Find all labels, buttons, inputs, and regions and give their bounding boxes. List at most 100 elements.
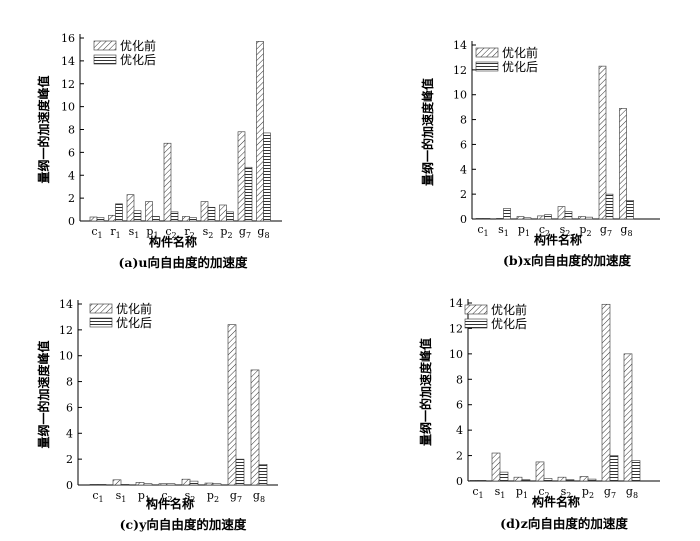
bar-before [557,206,566,220]
legend-swatch [89,317,113,328]
bar-before [601,303,611,482]
legend-label: 优化后 [116,316,152,330]
y-tick-label: 4 [456,424,463,437]
x-tick-label: p2 [207,489,219,504]
chart-caption: (d)z向自由度的加速度 [500,516,628,531]
x-tick-label: s2 [185,489,196,504]
bar-before [469,480,479,482]
bar-before [516,216,525,220]
x-tick-label: g7 [239,225,251,240]
y-tick-label: 6 [460,138,467,151]
y-tick-label: 2 [68,192,75,205]
x-tick-label: r1 [110,225,120,240]
bar-before [182,216,190,222]
bar-before [475,218,484,220]
bar-before [112,479,122,486]
y-tick-label: 8 [68,124,75,137]
x-tick-label: s2 [560,223,571,238]
legend-swatch [464,318,488,329]
x-tick-label: c2 [538,485,549,500]
bar-before [578,216,586,220]
y-tick-label: 10 [449,348,463,361]
legend-label: 优化前 [116,301,152,316]
legend-swatch [475,61,499,72]
chart-caption: (b)x向自由度的加速度 [503,253,632,268]
x-axis-label: 构件名称 [532,494,580,509]
bar-after [96,217,105,222]
bar-after [523,217,532,220]
y-tick-label: 4 [66,427,73,440]
bar-after [626,200,634,220]
bar-before [623,353,633,482]
x-tick-label: s1 [129,225,140,240]
x-tick-label: g7 [230,489,242,504]
bar-after [544,214,552,220]
bar-before [250,369,260,486]
y-tick-label: 6 [66,401,73,414]
bar-before [537,215,545,220]
x-tick-label: c1 [477,223,488,238]
bar-after [152,216,160,222]
bar-after [143,483,153,486]
x-tick-label: r2 [184,225,194,240]
bar-before [256,41,264,222]
bar-after [499,471,509,482]
y-tick-label: 8 [456,373,463,386]
y-tick-label: 16 [61,32,75,45]
x-tick-label: g8 [253,489,265,504]
y-tick-label: 8 [460,114,467,127]
bar-before [108,214,116,222]
x-tick-label: p2 [582,485,594,500]
legend-label: 优化后 [502,60,538,74]
x-axis-label: 构件名称 [146,496,194,511]
y-tick-label: 12 [453,64,467,77]
bar-after [235,458,245,486]
bar-after [115,203,123,222]
x-tick-label: g7 [604,485,616,500]
bar-after [565,479,575,482]
bar-after [609,455,619,482]
legend-label: 优化后 [491,317,527,331]
x-tick-label: g8 [620,223,632,238]
legend-label: 优化前 [502,45,538,60]
legend-label: 优化后 [120,53,156,67]
bar-before [598,65,607,220]
bar-after [477,480,487,482]
y-tick-label: 2 [460,188,467,201]
y-tick-label: 6 [456,399,463,412]
bar-before [219,204,227,222]
legend-label: 优化前 [491,302,527,317]
x-axis-label: 构件名称 [149,234,197,249]
bar-before [163,142,172,222]
bar-after [543,478,553,482]
bar-before [204,482,214,486]
bar-after [482,218,491,220]
x-tick-label: g8 [626,485,638,500]
legend-swatch [475,47,499,58]
x-tick-label: s1 [495,485,506,500]
legend-swatch [89,303,113,314]
y-axis-label: 量纲一的加速度峰值 [36,340,51,448]
x-tick-label: s1 [498,223,509,238]
bar-before [89,484,99,486]
chart-caption: (a)u向自由度的加速度 [118,255,248,270]
y-tick-label: 12 [449,322,463,335]
bar-before [181,478,191,486]
bar-after [605,193,614,220]
bar-before [237,131,246,222]
y-tick-label: 8 [66,376,73,389]
bar-after [587,478,597,482]
y-tick-label: 14 [61,55,75,68]
bar-after [631,460,641,482]
bar-after [521,479,531,482]
bar-after [212,483,222,486]
y-tick-label: 14 [449,297,463,310]
y-tick-label: 12 [59,324,73,337]
bar-after [207,206,216,222]
x-tick-label: c2 [165,225,176,240]
y-tick-label: 0 [460,213,467,226]
